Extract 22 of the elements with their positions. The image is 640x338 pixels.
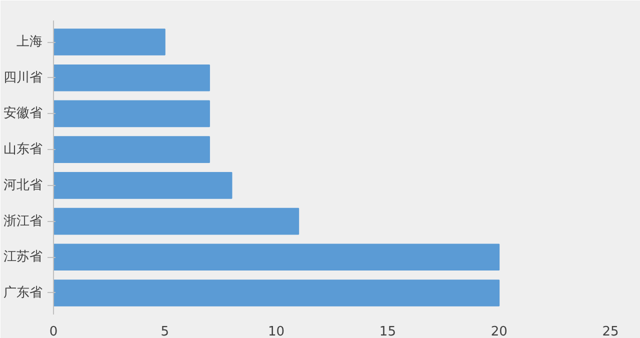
bar (54, 280, 500, 306)
y-tick-label: 广东省 (4, 285, 42, 300)
y-tick-label: 上海 (16, 34, 42, 50)
x-tick-label: 0 (49, 324, 58, 338)
bar (54, 136, 210, 163)
y-tick-label: 安徽省 (4, 105, 42, 122)
bar (54, 100, 210, 128)
x-tick-label: 15 (379, 324, 396, 338)
y-tick-label: 河北省 (4, 178, 42, 193)
bar (54, 172, 232, 199)
y-tick-label: 浙江省 (4, 214, 42, 229)
y-tick-label: 山东省 (4, 142, 42, 158)
x-tick-label: 20 (490, 324, 508, 338)
bar (54, 208, 300, 235)
bar (54, 28, 166, 56)
x-tick-label: 10 (268, 324, 285, 338)
x-tick-label: 25 (602, 324, 619, 338)
bar (54, 244, 500, 271)
y-tick-label: 江苏省 (4, 250, 42, 265)
bar (54, 64, 210, 92)
x-tick-label: 5 (160, 324, 170, 338)
y-tick-label: 四川省 (4, 70, 42, 86)
